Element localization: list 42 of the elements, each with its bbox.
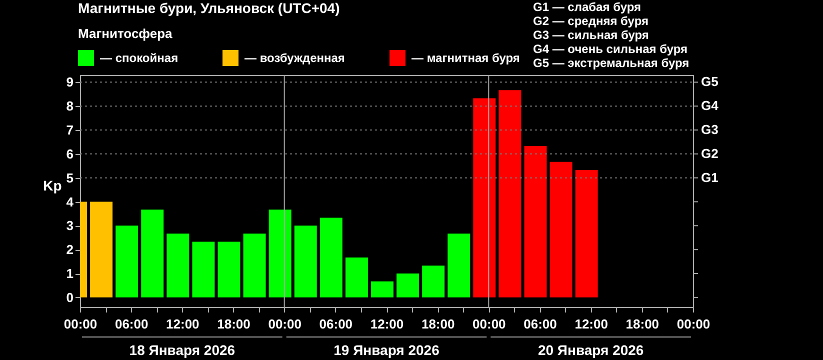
y-tick-label: 5 bbox=[66, 170, 74, 186]
y-tick-label: 1 bbox=[66, 266, 74, 282]
x-tick-label: 18:00 bbox=[626, 316, 660, 332]
ref-line-label: G4 bbox=[701, 98, 720, 114]
y-tick-label: 0 bbox=[66, 290, 74, 305]
x-tick-label: 18:00 bbox=[421, 316, 455, 332]
x-tick-label: 00:00 bbox=[64, 316, 98, 332]
y-tick-label: 6 bbox=[66, 146, 74, 162]
y-tick-label: 3 bbox=[66, 218, 74, 234]
x-tick-label: 00:00 bbox=[676, 316, 710, 332]
ref-line-label: G2 bbox=[701, 146, 718, 161]
x-tick-label: 00:00 bbox=[472, 316, 506, 332]
x-tick-label: 00:00 bbox=[268, 316, 302, 332]
text: G1 — слабая буря bbox=[533, 0, 642, 14]
x-tick-label: 12:00 bbox=[370, 316, 404, 332]
ref-line-label: G5 bbox=[701, 74, 718, 90]
text: G4 — очень сильная буря bbox=[533, 42, 688, 56]
y-axis-title: Kp bbox=[43, 178, 62, 194]
legend-label: — спокойная bbox=[100, 51, 178, 65]
x-tick-label: 18:00 bbox=[217, 316, 250, 332]
y-tick-label: 7 bbox=[66, 122, 74, 138]
text: 19 Января 2026 bbox=[334, 342, 440, 358]
legend-label: — магнитная буря bbox=[412, 51, 520, 65]
x-tick-label: 12:00 bbox=[166, 316, 200, 332]
y-tick-label: 8 bbox=[66, 98, 74, 114]
legend-title: Магнитосфера bbox=[78, 26, 174, 41]
ref-line-label: G1 bbox=[701, 170, 718, 185]
x-tick-label: 06:00 bbox=[319, 316, 353, 332]
text: G2 — средняя буря bbox=[533, 14, 648, 28]
legend-label: — возбужденная bbox=[244, 51, 345, 65]
text: 18 Января 2026 bbox=[129, 342, 236, 358]
text: G3 — сильная буря bbox=[533, 28, 649, 42]
y-tick-label: 2 bbox=[66, 242, 74, 258]
ref-line-label: G3 bbox=[701, 122, 718, 138]
x-tick-label: 06:00 bbox=[114, 316, 148, 332]
y-tick-label: 4 bbox=[66, 194, 74, 210]
y-tick-label: 9 bbox=[66, 74, 74, 90]
chart-title: Магнитные бури, Ульяновск (UTC+04) bbox=[78, 0, 340, 16]
text: 20 Января 2026 bbox=[538, 342, 644, 358]
x-tick-label: 06:00 bbox=[524, 316, 557, 332]
x-tick-label: 12:00 bbox=[574, 316, 608, 332]
text: G5 — экстремальная буря bbox=[533, 56, 690, 70]
